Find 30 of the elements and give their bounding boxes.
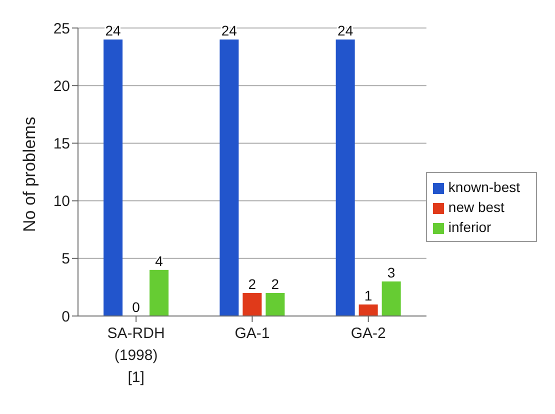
x-tick-label: GA-1 bbox=[234, 325, 270, 342]
data-label: 1 bbox=[364, 287, 372, 304]
data-label: 0 bbox=[132, 299, 140, 315]
data-label: 24 bbox=[338, 22, 354, 39]
bar bbox=[266, 292, 285, 316]
legend-label: known-best bbox=[448, 179, 520, 195]
data-label: 24 bbox=[221, 22, 238, 39]
bar bbox=[220, 40, 239, 316]
legend-label: new best bbox=[448, 199, 504, 215]
bar bbox=[382, 281, 401, 316]
bar bbox=[104, 40, 123, 316]
data-label: 2 bbox=[271, 276, 280, 292]
y-tick-label: 10 bbox=[53, 193, 70, 210]
data-label: 24 bbox=[105, 22, 122, 39]
y-tick-label: 5 bbox=[62, 250, 70, 268]
y-tick-label: 25 bbox=[53, 20, 70, 38]
y-tick-label: 15 bbox=[53, 136, 70, 153]
x-tick-label: SA-RDH (1998) [1] bbox=[107, 325, 165, 386]
legend-label: inferior bbox=[448, 219, 492, 235]
data-label: 2 bbox=[248, 276, 256, 292]
bar bbox=[242, 292, 262, 316]
y-axis-title: No of problems bbox=[20, 116, 40, 232]
bar bbox=[150, 270, 169, 316]
data-label: 4 bbox=[155, 252, 164, 269]
bar bbox=[358, 304, 378, 316]
y-tick-label: 0 bbox=[62, 308, 70, 326]
bar bbox=[336, 40, 355, 316]
y-tick-label: 20 bbox=[53, 78, 70, 95]
x-tick-label: GA-2 bbox=[350, 325, 386, 342]
data-label: 3 bbox=[387, 264, 396, 280]
